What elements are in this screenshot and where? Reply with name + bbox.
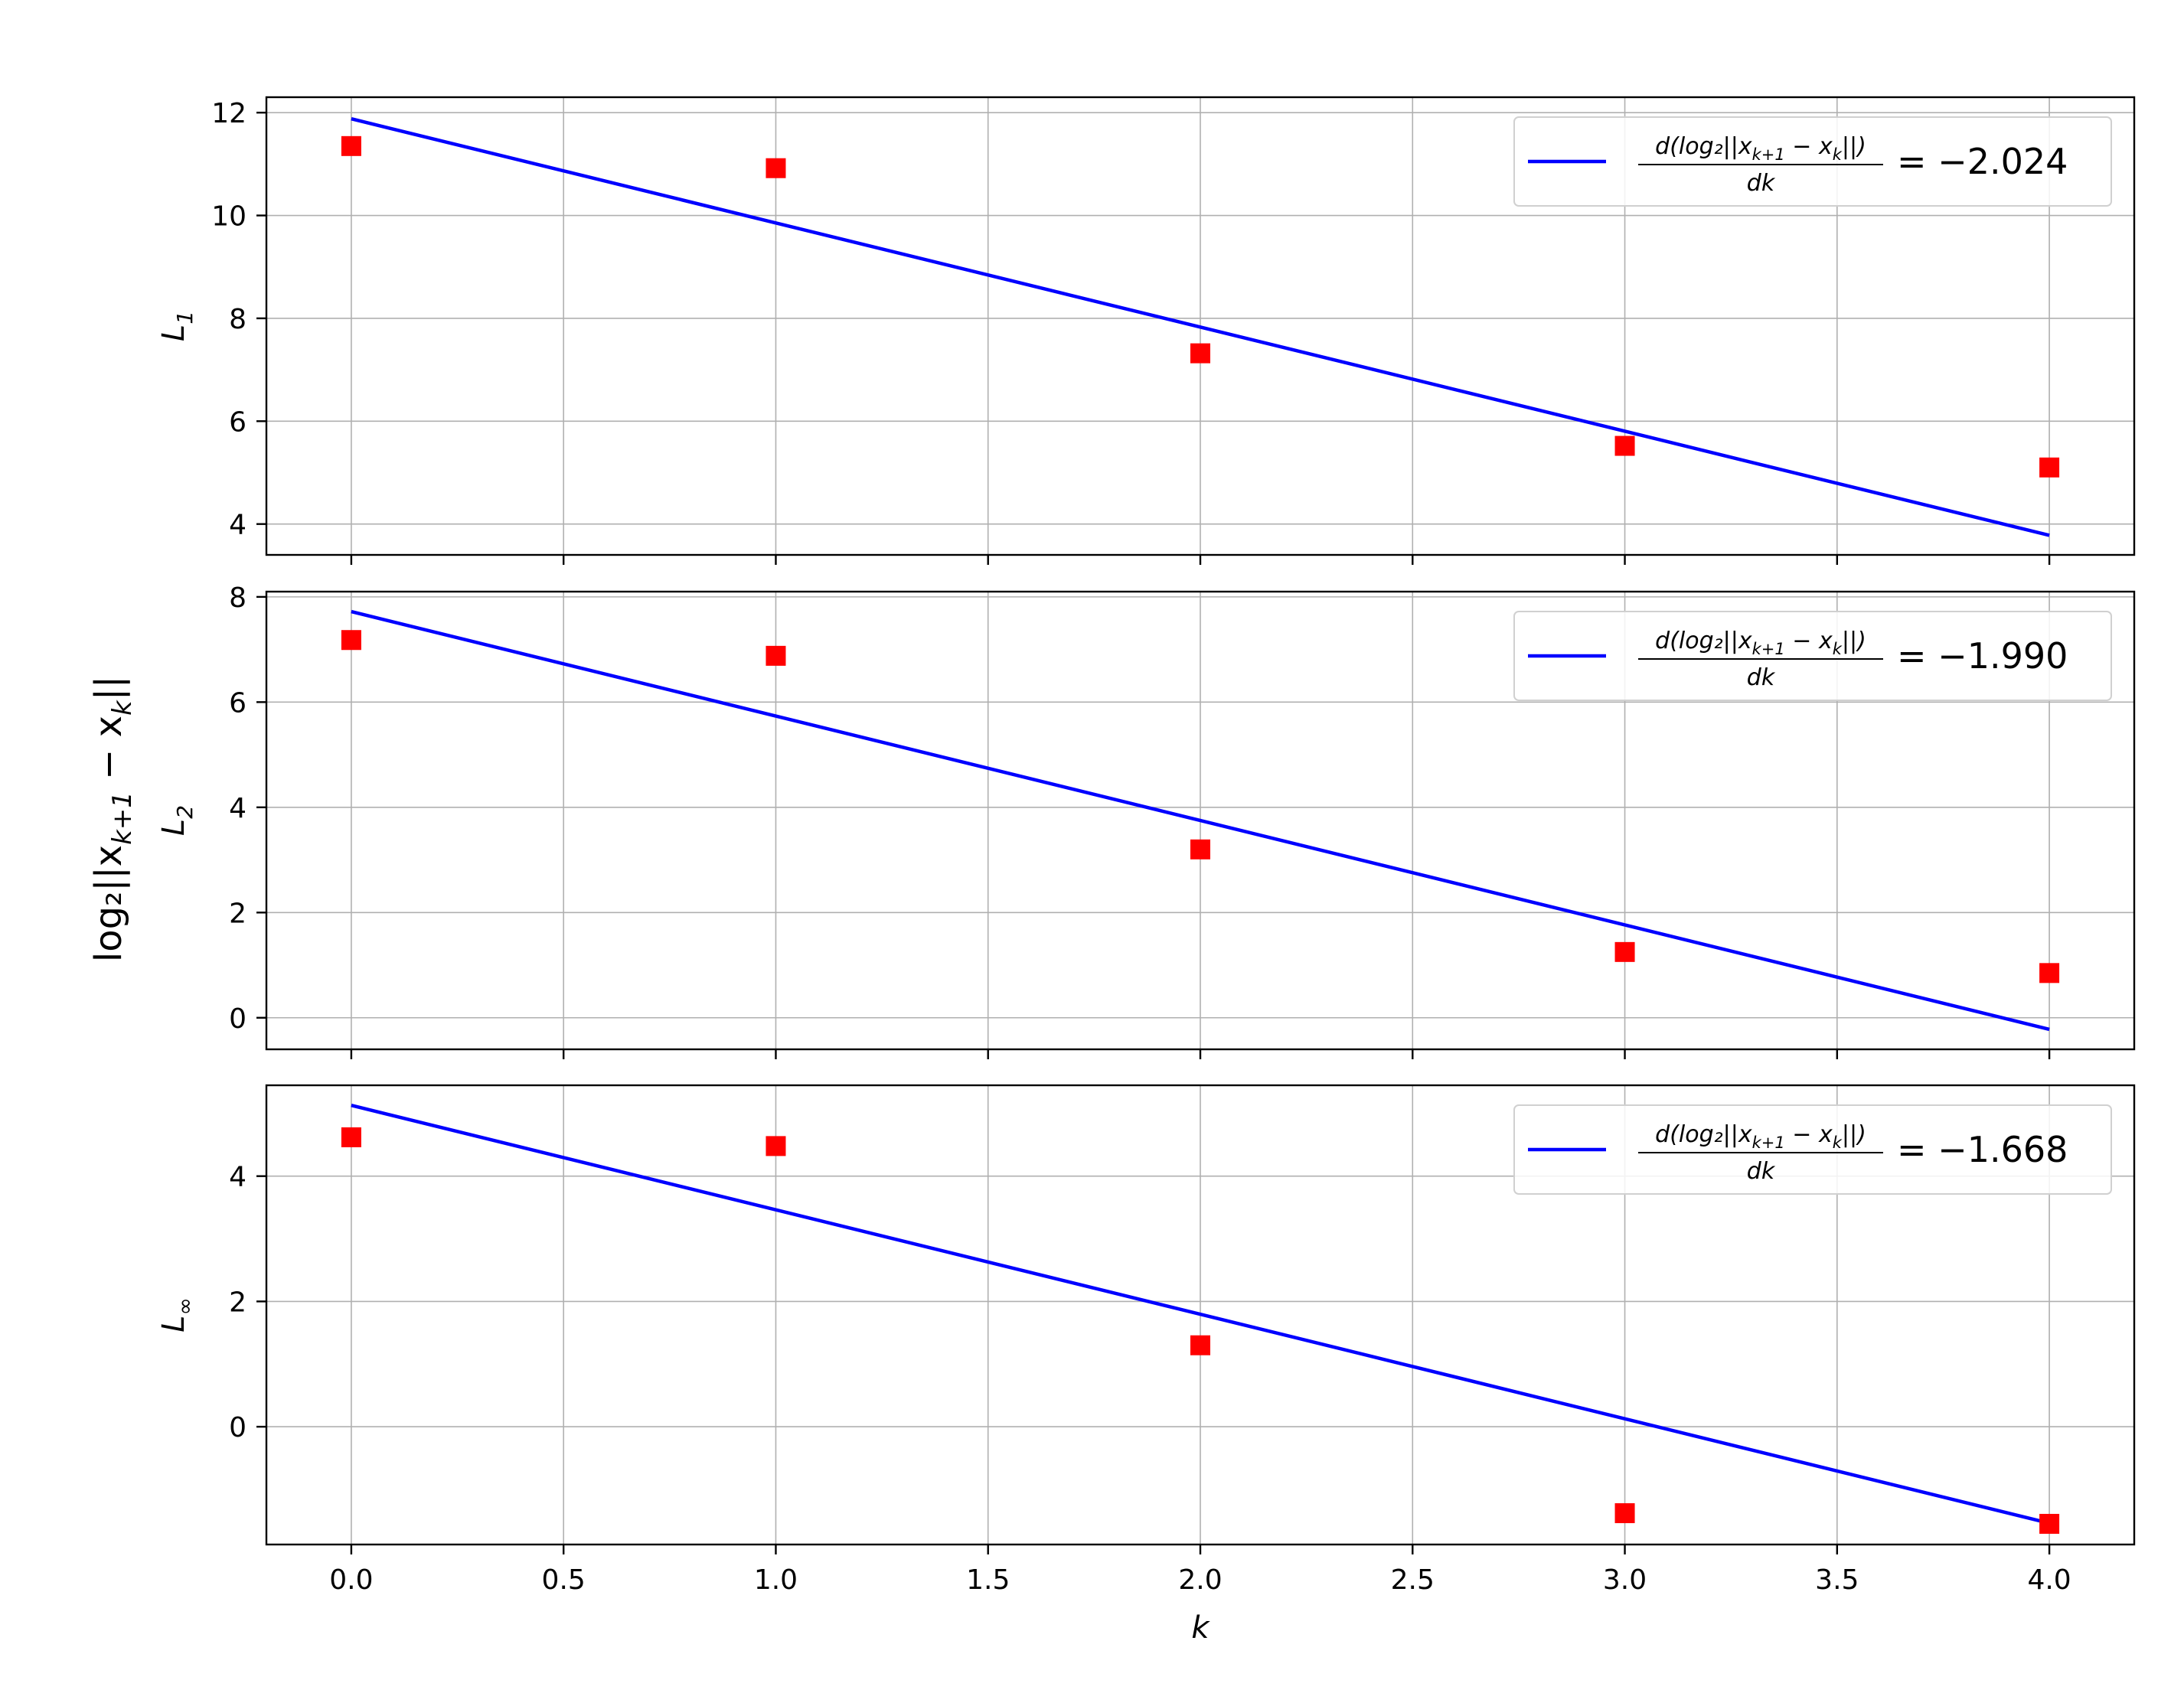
legend: d(log₂||xk+1 − xk||) dk = −2.024: [1513, 116, 2112, 207]
legend-box: [1513, 116, 2112, 207]
x-tick-label: 0.5: [542, 1564, 586, 1596]
panel-ylabel: L2: [156, 805, 198, 836]
data-point-1: [766, 158, 786, 178]
y-tick-label: 0: [229, 1003, 246, 1035]
panel-ylabel: L1: [156, 311, 198, 341]
x-tick-label: 1.5: [966, 1564, 1010, 1596]
data-point-0: [341, 1127, 361, 1147]
data-point-2: [1190, 1335, 1210, 1355]
legend: d(log₂||xk+1 − xk||) dk = −1.668: [1513, 1104, 2112, 1195]
data-point-4: [2039, 963, 2060, 983]
y-tick-label: 0: [229, 1412, 246, 1443]
legend-box: [1513, 1104, 2112, 1195]
shared-y-axis-label: log₂||xk+1 − xk||: [87, 676, 138, 962]
panel-2: 0 2 4 6 8 L2 d(log₂||xk+1 − xk||) dk = −1.990: [156, 582, 2136, 1059]
y-tick-label: 8: [229, 304, 246, 335]
legend-value: = −1.990: [1897, 635, 2068, 677]
x-tick-label: 2.0: [1178, 1564, 1222, 1596]
panel-ylabel: L∞: [156, 1297, 198, 1333]
legend-denominator: dk: [1747, 170, 1776, 197]
panel-3: 0.0 0.5 1.0 1.5 2.0 2.5 3.0 3.5 4.0 0 2 4 L∞ d(log₂||…: [156, 1084, 2136, 1596]
fit-line: [351, 609, 2050, 1032]
y-tick-label: 6: [229, 687, 246, 719]
x-axis-label: k: [1191, 1610, 1210, 1646]
data-point-0: [341, 135, 361, 156]
legend-value: = −1.668: [1897, 1129, 2068, 1170]
data-point-0: [341, 630, 361, 651]
legend-denominator: dk: [1747, 1158, 1776, 1185]
fit-line: [351, 117, 2050, 537]
legend-numerator: d(log₂||xk+1 − xk||): [1655, 1121, 1866, 1152]
legend-denominator: dk: [1747, 664, 1776, 691]
x-tick-label: 2.5: [1391, 1564, 1435, 1596]
data-point-4: [2039, 1513, 2060, 1534]
legend-box: [1513, 611, 2112, 701]
data-point-2: [1190, 839, 1210, 860]
legend-value: = −2.024: [1897, 141, 2068, 182]
data-point-4: [2039, 457, 2060, 478]
data-point-1: [766, 1136, 786, 1156]
legend: d(log₂||xk+1 − xk||) dk = −1.990: [1513, 611, 2112, 701]
y-tick-label: 10: [211, 201, 246, 233]
y-tick-label: 6: [229, 406, 246, 438]
x-tick-label: 4.0: [2027, 1564, 2071, 1596]
y-tick-label: 4: [229, 510, 246, 541]
legend-numerator: d(log₂||xk+1 − xk||): [1655, 628, 1866, 658]
fit-line: [351, 1104, 2050, 1525]
x-tick-label: 0.0: [329, 1564, 373, 1596]
data-point-3: [1614, 1503, 1635, 1524]
x-tick-label: 3.5: [1815, 1564, 1859, 1596]
legend-numerator: d(log₂||xk+1 − xk||): [1655, 133, 1866, 164]
data-point-1: [766, 645, 786, 666]
y-tick-label: 2: [229, 898, 246, 929]
x-tick-label: 1.0: [754, 1564, 798, 1596]
panel-1: 4 6 8 10 12 L1 d(log₂||xk+1 − xk||) dk = −2.024: [156, 96, 2136, 565]
y-tick-label: 12: [211, 98, 246, 129]
data-point-3: [1614, 941, 1635, 962]
y-tick-label: 4: [229, 793, 246, 824]
y-tick-label: 4: [229, 1162, 246, 1193]
y-tick-label: 8: [229, 582, 246, 614]
y-tick-label: 2: [229, 1287, 246, 1318]
x-tick-label: 3.0: [1603, 1564, 1647, 1596]
data-point-3: [1614, 435, 1635, 456]
data-point-2: [1190, 343, 1210, 364]
